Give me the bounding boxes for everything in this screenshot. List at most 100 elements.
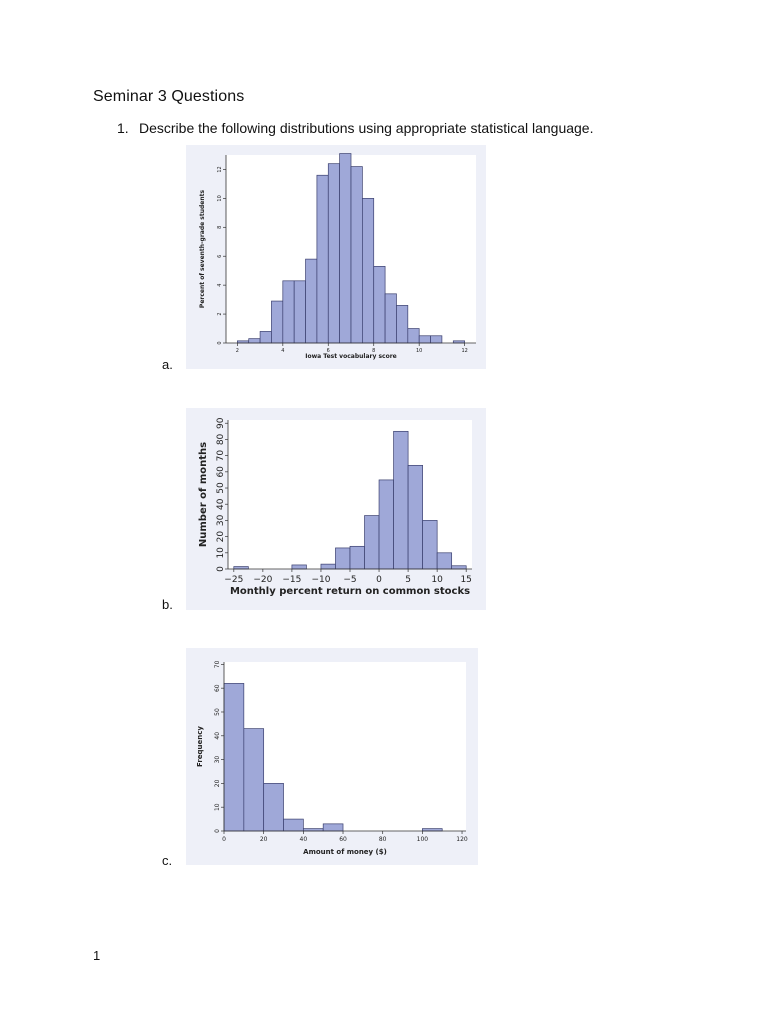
a-x-tick-label: 4 xyxy=(281,348,284,354)
a-bar xyxy=(396,305,409,344)
b-bar xyxy=(436,552,453,570)
b-x-tick-label: −5 xyxy=(343,575,356,585)
figure-label-c: c. xyxy=(162,853,173,868)
a-bar xyxy=(305,258,318,344)
b-bar xyxy=(364,515,380,570)
question-text: Describe the following distributions usi… xyxy=(139,120,594,136)
b-y-tick-label: 50 xyxy=(216,482,226,494)
c-x-tick-label: 100 xyxy=(417,836,429,843)
b-x-tick-label: −10 xyxy=(311,575,330,585)
a-y-tick-label: 6 xyxy=(217,255,223,258)
b-y-tick-label: 10 xyxy=(216,547,226,559)
c-x-tick-label: 80 xyxy=(379,836,387,843)
c-y-tick-label: 40 xyxy=(214,732,221,740)
b-y-tick-label: 30 xyxy=(216,514,226,526)
a-bar xyxy=(259,331,272,344)
b-y-tick-label: 20 xyxy=(216,531,226,543)
histogram-c: 0 20 40 60 80 100 120 0 10 20 30 40 50 60 70 Amount of … xyxy=(196,660,468,856)
page-number: 1 xyxy=(93,948,101,963)
b-bar xyxy=(320,563,336,570)
a-bar xyxy=(293,280,306,344)
c-x-tick-label: 60 xyxy=(339,836,347,843)
b-x-tick-label: 0 xyxy=(376,575,382,585)
a-bar xyxy=(373,266,386,344)
b-y-tick-label: 80 xyxy=(216,433,226,445)
c-bar xyxy=(223,683,245,832)
a-bar xyxy=(362,198,375,344)
a-bar xyxy=(407,328,420,344)
a-bar xyxy=(350,166,363,344)
a-x-axis-label: Iowa Test vocabulary score xyxy=(305,353,396,360)
b-x-tick-label: −25 xyxy=(224,575,243,585)
b-x-tick-label: 5 xyxy=(405,575,411,585)
page-title: Seminar 3 Questions xyxy=(93,88,245,105)
b-x-tick-label: 10 xyxy=(431,575,443,585)
b-y-tick-label: 0 xyxy=(216,566,226,572)
histogram-c-panel: 0 20 40 60 80 100 120 0 10 20 30 40 50 60 70 Amount of … xyxy=(186,648,478,865)
histogram-b-panel: −25 −20 −15 −10 −5 0 5 10 15 0 10 20 30 40 50 60 70 80 90 M… xyxy=(186,408,486,610)
b-y-tick-label: 60 xyxy=(216,466,226,478)
c-x-tick-label: 20 xyxy=(260,836,268,843)
c-bar xyxy=(243,728,265,832)
a-bar xyxy=(430,335,443,344)
a-y-tick-label: 2 xyxy=(217,312,223,315)
c-bar xyxy=(283,818,304,832)
figure-label-b: b. xyxy=(162,597,173,612)
figure-label-a: a. xyxy=(162,357,173,372)
b-bar xyxy=(407,464,423,570)
a-bar xyxy=(327,163,340,344)
b-x-tick-label: −20 xyxy=(253,575,272,585)
b-bar xyxy=(451,565,467,570)
b-y-tick-label: 90 xyxy=(216,417,226,429)
c-bar xyxy=(263,783,284,832)
a-bar xyxy=(384,293,397,344)
c-y-tick-label: 70 xyxy=(214,660,221,668)
c-y-tick-label: 50 xyxy=(214,708,221,716)
b-y-axis-label: Number of months xyxy=(198,442,209,547)
c-x-tick-label: 120 xyxy=(456,836,468,843)
b-x-axis-label: Monthly percent return on common stocks xyxy=(230,586,470,597)
a-y-tick-label: 0 xyxy=(217,341,223,344)
c-bar xyxy=(322,823,344,832)
b-bar xyxy=(291,564,307,570)
question-number: 1. xyxy=(117,120,129,136)
c-y-axis-label: Frequency xyxy=(196,726,204,767)
a-x-tick-label: 12 xyxy=(461,348,467,354)
b-bar xyxy=(422,520,438,570)
a-x-tick-label: 10 xyxy=(416,348,422,354)
c-y-tick-label: 60 xyxy=(214,684,221,692)
histogram-a: 2 4 6 8 10 12 0 2 4 6 8 10 12 Iowa Test vocabulary sc… xyxy=(199,153,476,360)
a-bar xyxy=(339,153,352,344)
b-bar xyxy=(393,430,409,570)
b-x-tick-label: 15 xyxy=(460,575,471,585)
question-1: 1. Describe the following distributions u… xyxy=(117,120,593,136)
c-y-tick-label: 10 xyxy=(214,803,221,811)
a-bar xyxy=(282,280,295,344)
c-x-axis-label: Amount of money ($) xyxy=(303,848,387,856)
a-bar xyxy=(418,335,431,344)
c-y-tick-label: 30 xyxy=(214,756,221,764)
a-x-tick-label: 2 xyxy=(236,348,239,354)
histogram-b: −25 −20 −15 −10 −5 0 5 10 15 0 10 20 30 40 50 60 70 80 90 M… xyxy=(198,417,472,597)
a-bar xyxy=(271,300,284,344)
a-x-tick-label: 8 xyxy=(372,348,375,354)
b-bar xyxy=(378,479,394,570)
b-bar xyxy=(335,547,351,570)
a-y-axis-label: Percent of seventh-grade students xyxy=(199,189,206,308)
c-x-tick-label: 40 xyxy=(300,836,308,843)
b-y-tick-label: 70 xyxy=(216,450,226,462)
c-y-tick-label: 20 xyxy=(214,779,221,787)
a-x-tick-label: 6 xyxy=(327,348,330,354)
a-y-tick-label: 12 xyxy=(217,166,223,172)
a-y-tick-label: 4 xyxy=(217,284,223,287)
c-y-tick-label: 0 xyxy=(214,829,221,833)
b-bar xyxy=(349,545,365,570)
histogram-a-panel: 2 4 6 8 10 12 0 2 4 6 8 10 12 Iowa Test vocabulary sc… xyxy=(186,145,486,369)
c-x-tick-label: 0 xyxy=(222,836,226,843)
a-bar xyxy=(316,174,329,344)
a-y-tick-label: 10 xyxy=(217,195,223,201)
b-x-tick-label: −15 xyxy=(282,575,301,585)
b-y-tick-label: 40 xyxy=(216,498,226,510)
a-bar xyxy=(248,338,261,344)
a-y-tick-label: 8 xyxy=(217,226,223,229)
